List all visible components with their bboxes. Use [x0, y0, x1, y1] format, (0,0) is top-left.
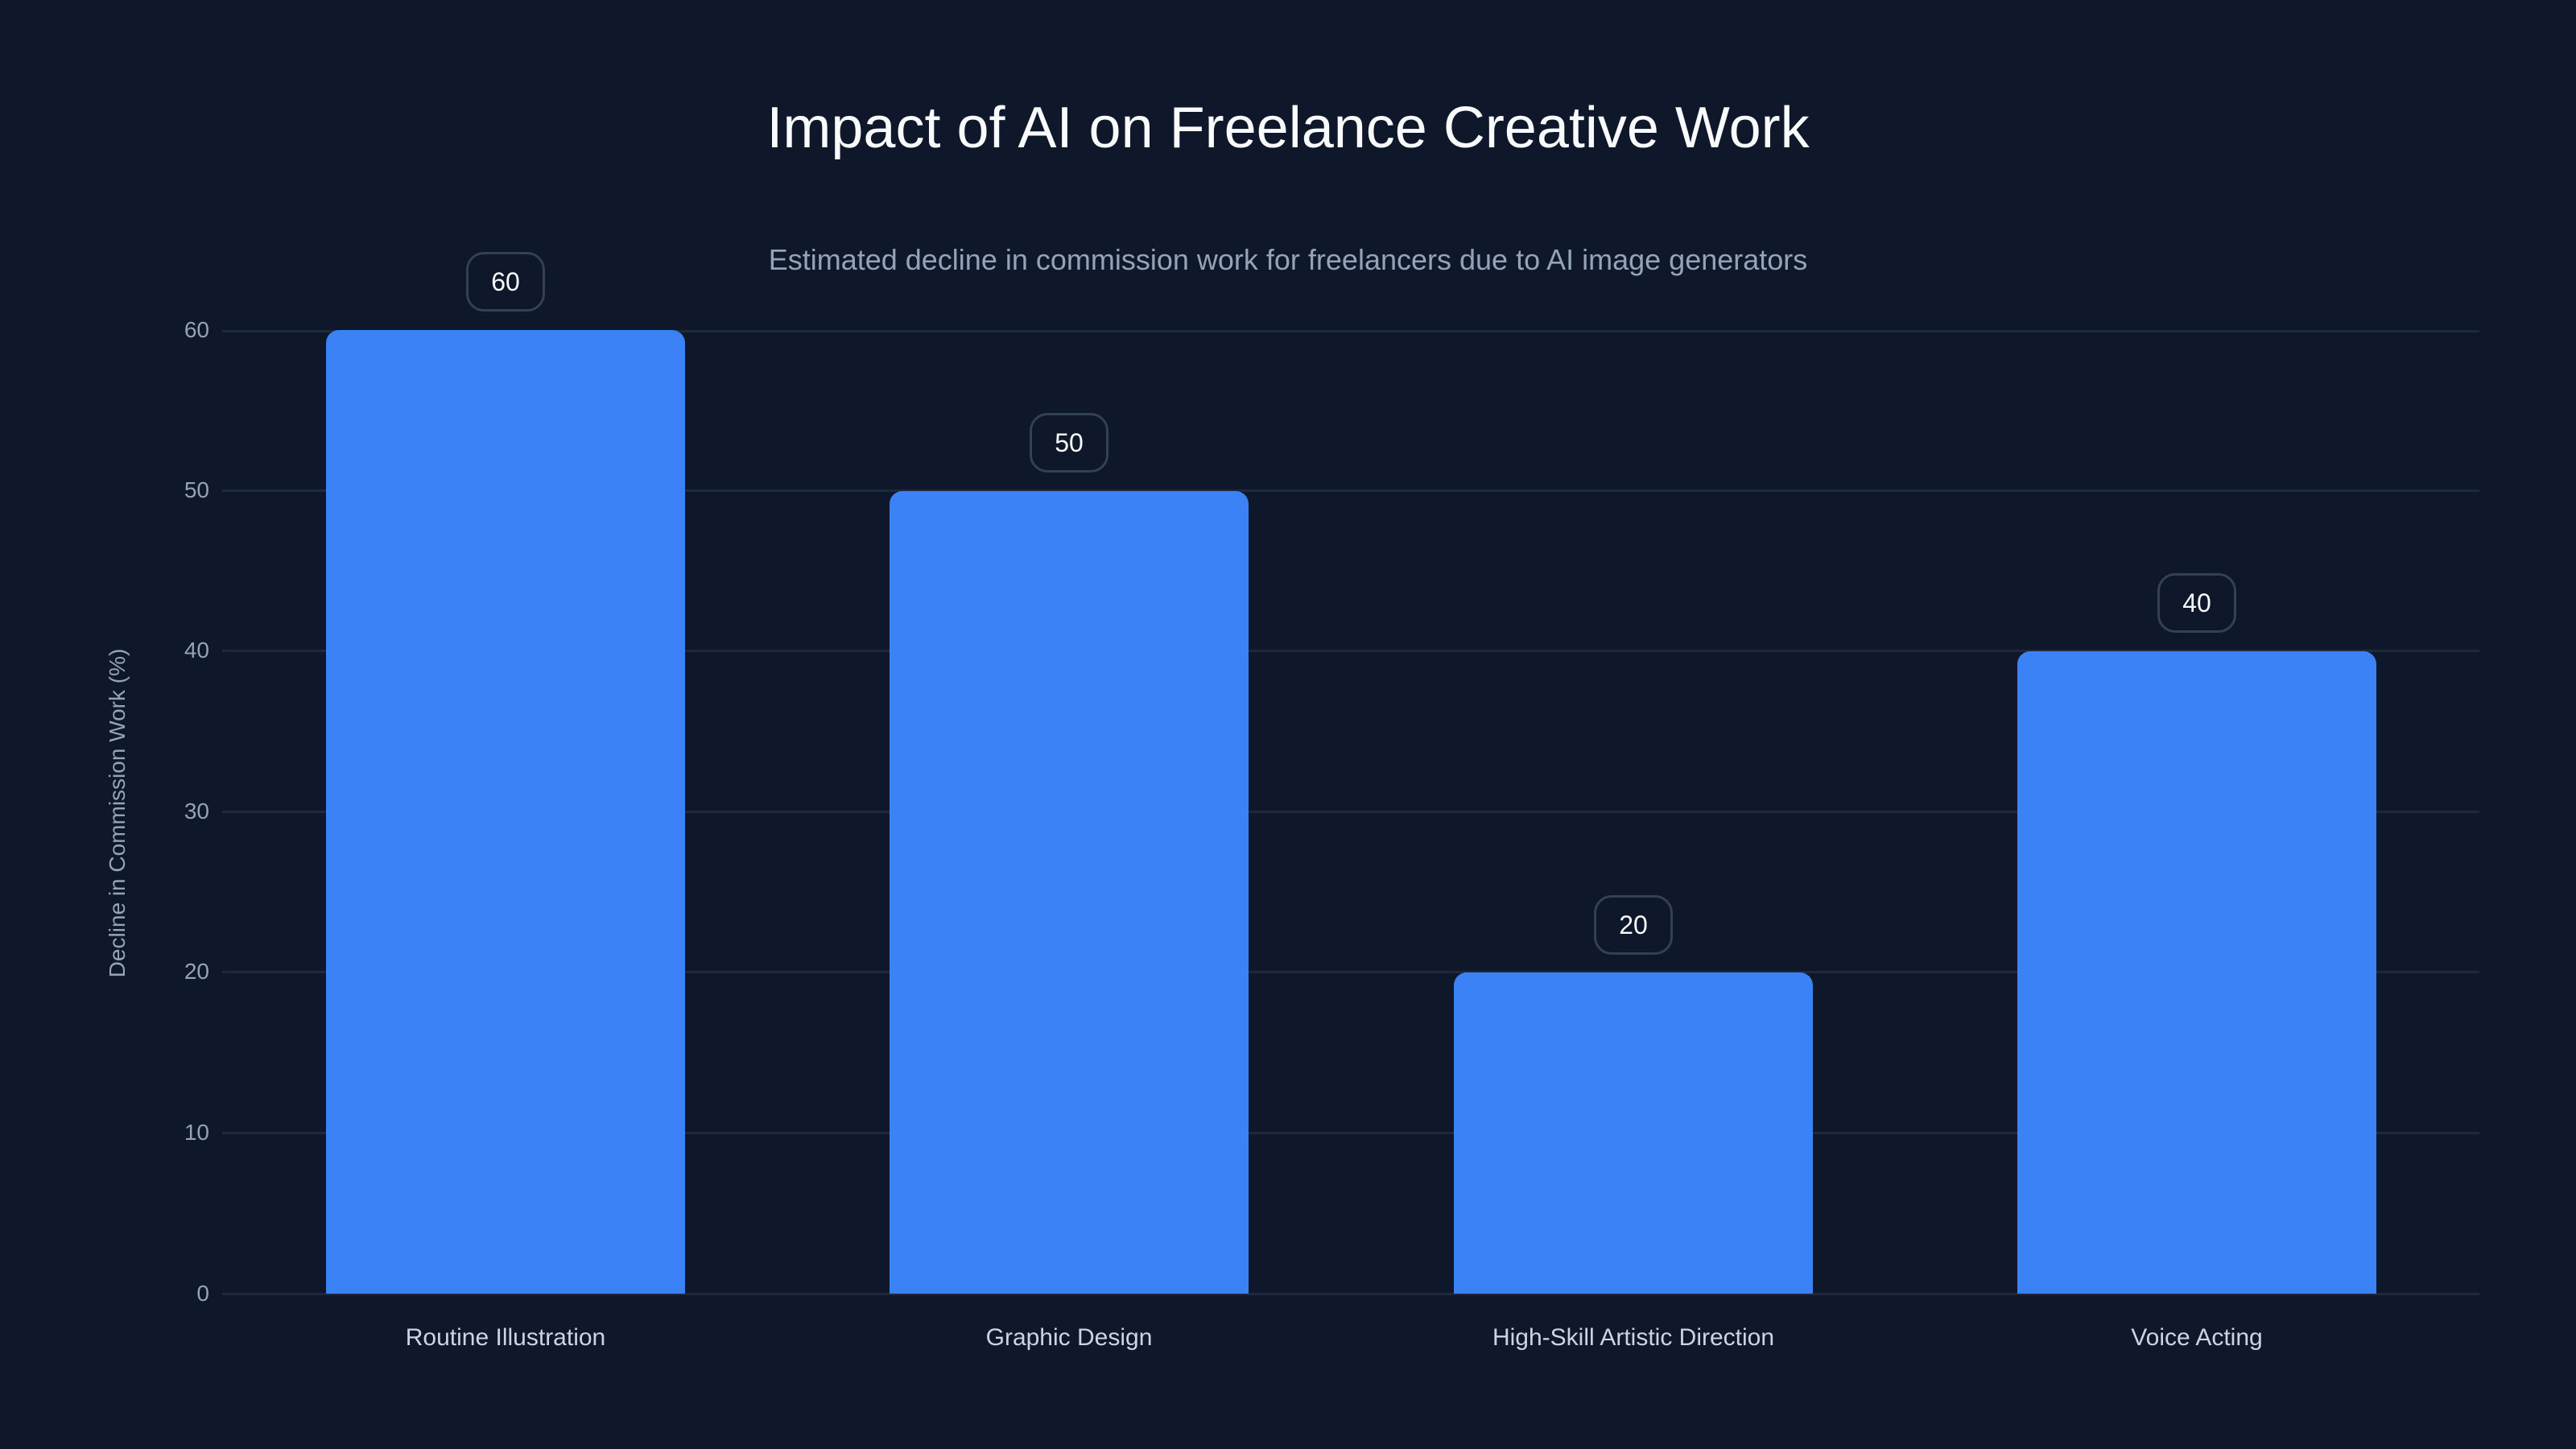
value-label: 50	[1030, 413, 1108, 473]
plot-area: 60 50 40 30 20 10 0 60 50 20 40	[184, 252, 2479, 1306]
gridline	[222, 1132, 2479, 1134]
bar-routine-illustration[interactable]	[326, 330, 685, 1294]
x-tick-label: Voice Acting	[2131, 1324, 2263, 1351]
y-axis-label: Decline in Commission Work (%)	[105, 648, 130, 978]
baseline	[222, 1293, 2479, 1295]
x-tick-label: Graphic Design	[985, 1324, 1153, 1351]
y-tick: 20	[184, 959, 209, 984]
gridline	[222, 811, 2479, 813]
value-label: 60	[466, 252, 545, 312]
y-tick: 30	[184, 799, 209, 824]
chart-subtitle: Estimated decline in commission work for…	[768, 243, 1808, 276]
y-tick: 40	[184, 638, 209, 663]
value-label: 20	[1594, 895, 1673, 955]
y-tick: 60	[184, 317, 209, 342]
y-tick: 50	[184, 477, 209, 502]
gridline	[222, 330, 2479, 332]
y-tick: 10	[184, 1120, 209, 1145]
bar-graphic-design[interactable]	[890, 491, 1249, 1294]
bar-high-skill-artistic-direction[interactable]	[1454, 972, 1813, 1294]
y-tick: 0	[196, 1281, 209, 1306]
x-tick-label: High-Skill Artistic Direction	[1492, 1324, 1775, 1351]
bar-voice-acting[interactable]	[2017, 651, 2376, 1294]
x-tick-label: Routine Illustration	[405, 1324, 606, 1351]
chart-title: Impact of AI on Freelance Creative Work	[766, 96, 1810, 160]
gridline	[222, 489, 2479, 492]
value-label: 40	[2157, 573, 2236, 633]
gridline	[222, 650, 2479, 652]
gridline	[222, 971, 2479, 973]
